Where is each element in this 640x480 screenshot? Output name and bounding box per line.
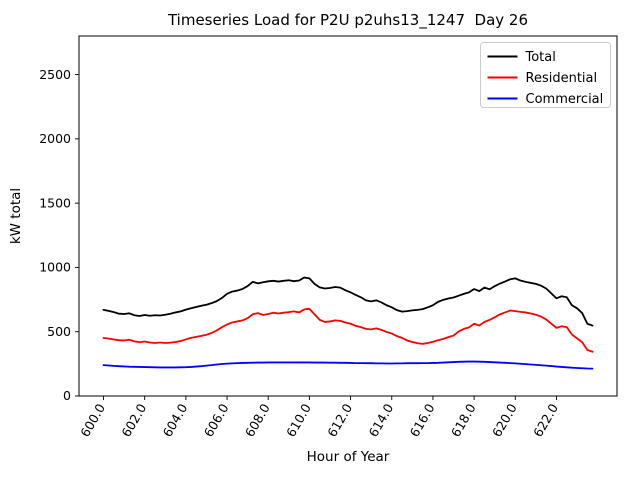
x-tick-label: 612.0 bbox=[324, 401, 355, 440]
y-tick-label: 2500 bbox=[39, 67, 71, 82]
x-tick-label: 606.0 bbox=[201, 401, 232, 440]
x-tick-label: 620.0 bbox=[489, 401, 520, 440]
series-line-commercial bbox=[102, 360, 594, 370]
legend-label-total: Total bbox=[525, 50, 556, 65]
y-tick-label: 1500 bbox=[39, 195, 71, 210]
x-tick-label: 622.0 bbox=[530, 401, 561, 440]
y-axis-ticks: 0 500 1000 1500 2000 2500 bbox=[39, 67, 79, 403]
legend-box bbox=[480, 42, 611, 108]
x-tick-label: 618.0 bbox=[448, 401, 479, 440]
x-tick-label: 602.0 bbox=[118, 401, 149, 440]
legend-label-commercial: Commercial bbox=[526, 92, 604, 107]
legend-label-residential: Residential bbox=[526, 71, 598, 86]
x-axis-ticks: 600.0 602.0 604.0 606.0 608.0 610.0 612.0 614.0… bbox=[77, 396, 561, 440]
x-tick-label: 608.0 bbox=[242, 401, 273, 440]
x-tick-label: 604.0 bbox=[160, 401, 191, 440]
y-tick-label: 500 bbox=[47, 324, 71, 339]
legend: Total Residential Commercial bbox=[480, 42, 611, 108]
chart-title: Timeseries Load for P2U p2uhs13_1247 Day… bbox=[167, 11, 528, 30]
plot-frame bbox=[78, 35, 618, 397]
x-tick-label: 600.0 bbox=[77, 401, 108, 440]
x-tick-label: 616.0 bbox=[407, 401, 438, 440]
x-axis-label: Hour of Year bbox=[307, 449, 390, 465]
y-tick-label: 0 bbox=[63, 388, 71, 403]
x-tick-label: 614.0 bbox=[365, 401, 396, 440]
data-series bbox=[102, 276, 594, 370]
series-line-residential bbox=[102, 307, 594, 353]
y-tick-label: 1000 bbox=[39, 260, 71, 275]
y-axis-label: kW total bbox=[8, 188, 24, 244]
y-tick-label: 2000 bbox=[39, 131, 71, 146]
series-line-total bbox=[102, 276, 594, 327]
x-tick-label: 610.0 bbox=[283, 401, 314, 440]
